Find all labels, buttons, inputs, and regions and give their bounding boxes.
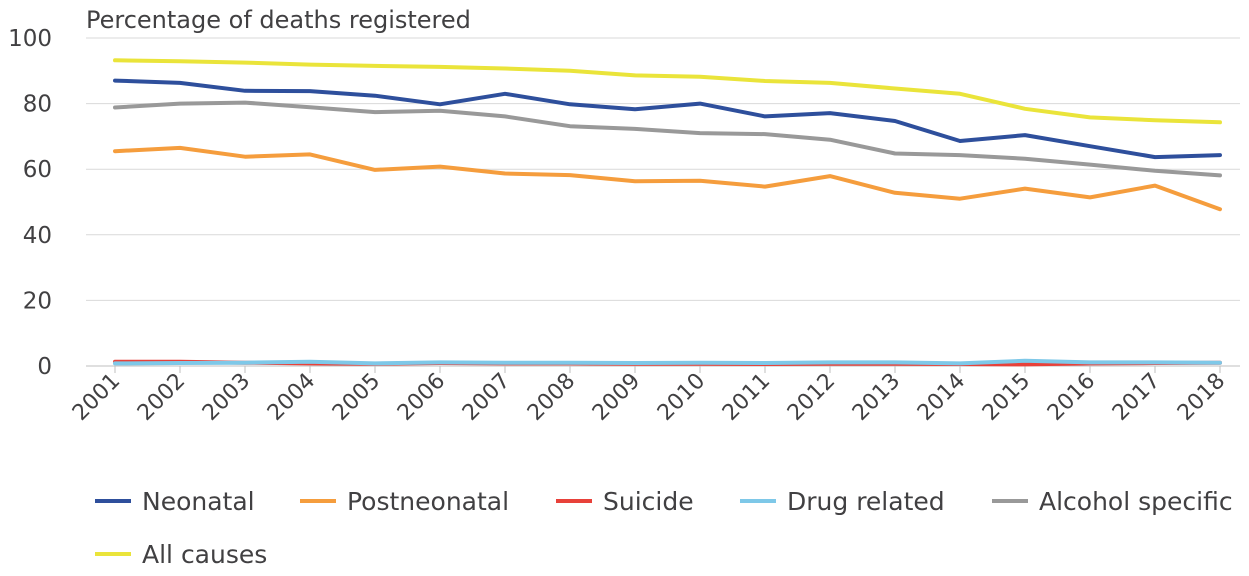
x-tick-label: 2014 (913, 369, 970, 426)
series-line-neonatal (113, 78, 1222, 160)
legend-label: Postneonatal (347, 487, 509, 516)
x-tick-label: 2010 (653, 369, 710, 426)
x-tick-label: 2005 (328, 369, 385, 426)
legend-label: All causes (142, 540, 267, 569)
legend-label: Suicide (603, 487, 694, 516)
series-line-postneonatal (113, 145, 1222, 212)
y-axis-ticks: 0 20 40 60 80 100 (8, 26, 52, 380)
x-tick-label: 2007 (458, 369, 515, 426)
series-line-alcohol-specific (113, 100, 1222, 178)
x-tick-label: 2012 (783, 369, 840, 426)
x-tick-label: 2009 (588, 369, 645, 426)
series-lines (113, 58, 1222, 367)
legend-label: Alcohol specific (1039, 487, 1233, 516)
y-tick-label: 60 (23, 157, 52, 183)
x-tick-label: 2004 (263, 369, 320, 426)
x-tick-label: 2008 (523, 369, 580, 426)
x-tick-label: 2003 (198, 369, 255, 426)
x-tick-label: 2011 (718, 369, 775, 426)
x-tick-label: 2016 (1043, 369, 1100, 426)
y-tick-label: 80 (23, 92, 52, 118)
x-tick-label: 2018 (1173, 369, 1230, 426)
legend-label: Neonatal (142, 487, 255, 516)
x-tick-label: 2013 (848, 369, 905, 426)
y-tick-label: 0 (37, 354, 52, 380)
x-tick-label: 2015 (978, 369, 1035, 426)
series-line-drug-related (113, 358, 1222, 366)
x-tick-label: 2017 (1108, 369, 1165, 426)
x-tick-label: 2006 (393, 369, 450, 426)
x-axis-ticks: 2001 2002 2003 2004 2005 2006 2007 2008 2009 2010… (68, 366, 1230, 426)
grid-lines (86, 37, 1240, 367)
y-tick-label: 40 (23, 223, 52, 249)
y-tick-label: 20 (23, 288, 52, 314)
legend-label: Drug related (787, 487, 945, 516)
y-tick-label: 100 (8, 26, 52, 52)
series-line-all-causes (113, 58, 1222, 125)
legend: Neonatal Postneonatal Suicide Drug related A… (95, 487, 1233, 569)
x-tick-label: 2002 (133, 369, 190, 426)
y-axis-label: Percentage of deaths registered (86, 6, 471, 34)
x-tick-label: 2001 (68, 369, 125, 426)
